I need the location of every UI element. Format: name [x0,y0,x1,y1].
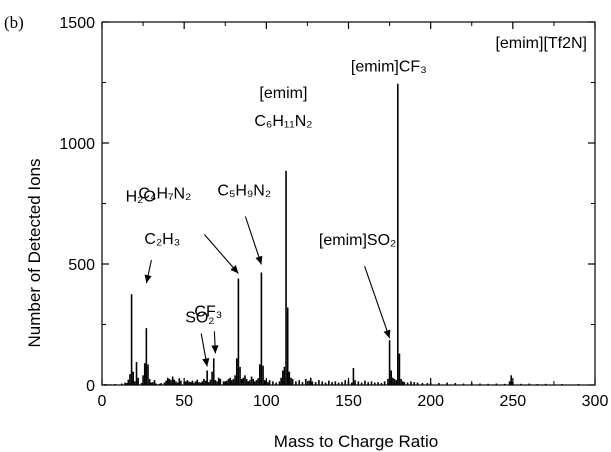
peak-label: C₆H₁₁N₂ [254,113,312,130]
peak-label: C₂H₃ [144,231,180,248]
x-axis-label: Mass to Charge Ratio [274,432,438,451]
panel-label: (b) [4,13,24,32]
annotation-arrow [364,266,391,339]
annotation-arrowhead [144,274,152,284]
annotation-arrowhead [211,345,219,354]
x-tick-label: 250 [499,393,526,410]
peak-label: SO₂ [185,310,214,327]
annotation-arrow [244,216,262,265]
x-tick-label: 300 [582,393,609,410]
y-axis-label: Number of Detected Ions [25,159,44,348]
peak-label: [emim]CF₃ [351,59,427,76]
peak-label: [emim] [259,85,307,102]
chart-axes [101,21,596,386]
annotation-arrowhead [202,358,210,367]
y-tick-label: 1500 [59,15,95,32]
peak-label: C₅H₉N₂ [217,183,271,200]
x-tick-label: 50 [175,393,193,410]
x-tick-label: 100 [253,393,280,410]
x-tick-label: 200 [417,393,444,410]
plot-frame [101,21,596,386]
peak-label: [emim]SO₂ [319,232,396,249]
tick-labels: 0 50 100 150 200 250 300 0 500 1000 1500 [59,15,608,410]
y-tick-label: 0 [86,378,95,395]
annotation-arrowhead [383,329,391,339]
peak-label: CF₃ [194,303,222,320]
annotation-arrow [203,234,239,274]
x-tick-label: 0 [98,393,107,410]
peak-label: H₂O [126,188,156,205]
annotation-arrowhead [230,265,239,274]
chart-title: [emim][Tf2N] [495,35,587,52]
peak-label: C₄H₇N₂ [138,186,191,203]
x-tick-label: 150 [335,393,362,410]
y-tick-label: 1000 [59,136,95,153]
y-tick-label: 500 [68,257,95,274]
annotation-arrowhead [255,255,263,265]
